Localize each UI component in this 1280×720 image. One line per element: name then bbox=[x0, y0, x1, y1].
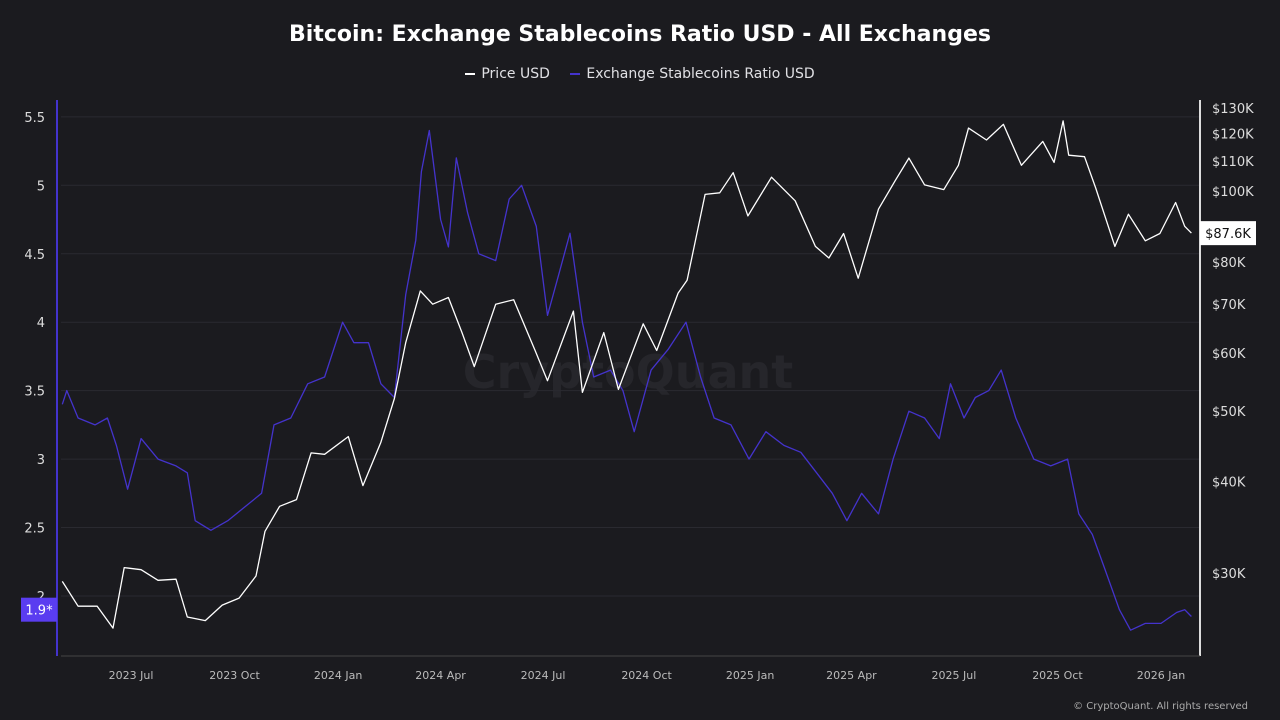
y-left-tick-label: 2.5 bbox=[24, 522, 45, 537]
y-left-tick-label: 5.5 bbox=[24, 111, 45, 126]
y-left-tick-label: 3 bbox=[37, 453, 45, 468]
x-tick-label: 2023 Oct bbox=[209, 669, 260, 682]
x-tick-label: 2026 Jan bbox=[1137, 669, 1185, 682]
current-price-badge bbox=[1200, 221, 1256, 246]
x-tick-label: 2024 Oct bbox=[621, 669, 672, 682]
y-right-tick-label: $60K bbox=[1212, 347, 1246, 362]
chart-title: Bitcoin: Exchange Stablecoins Ratio USD … bbox=[289, 22, 991, 47]
watermark: CryptoQuant bbox=[463, 345, 794, 399]
y-right-tick-label: $130K bbox=[1212, 102, 1254, 117]
legend: Price USD Exchange Stablecoins Ratio USD bbox=[0, 63, 1280, 82]
series-line-price bbox=[61, 120, 1192, 629]
y-left-tick-label: 2 bbox=[37, 590, 45, 605]
y-right-tick-label: $110K bbox=[1212, 155, 1254, 170]
x-tick-label: 2025 Apr bbox=[826, 669, 877, 682]
x-tick-label: 2024 Apr bbox=[415, 669, 466, 682]
copyright-footer: © CryptoQuant. All rights reserved bbox=[1073, 701, 1248, 712]
legend-swatch-price bbox=[465, 73, 476, 75]
legend-swatch-ratio bbox=[570, 73, 581, 75]
y-right-tick-label: $40K bbox=[1212, 476, 1246, 491]
y-left-tick-label: 5 bbox=[37, 179, 45, 194]
x-tick-label: 2024 Jul bbox=[521, 669, 566, 682]
y-right-tick-label: $50K bbox=[1212, 405, 1246, 420]
y-right-tick-label: $80K bbox=[1212, 256, 1246, 271]
y-right-tick-label: $70K bbox=[1212, 298, 1246, 313]
y-left-tick-label: 3.5 bbox=[24, 385, 45, 400]
legend-label-ratio: Exchange Stablecoins Ratio USD bbox=[586, 66, 815, 82]
y-left-tick-label: 4.5 bbox=[24, 248, 45, 263]
y-right-tick-label: $100K bbox=[1212, 185, 1254, 200]
legend-label-price: Price USD bbox=[481, 66, 550, 82]
legend-item-price[interactable]: Price USD bbox=[465, 66, 550, 82]
current-price-label: $87.6K bbox=[1205, 227, 1251, 242]
x-tick-label: 2023 Jul bbox=[109, 669, 154, 682]
current-ratio-label: 1.9* bbox=[25, 604, 53, 619]
current-ratio-badge bbox=[21, 597, 57, 622]
x-tick-label: 2025 Jul bbox=[932, 669, 977, 682]
x-tick-label: 2024 Jan bbox=[314, 669, 362, 682]
y-right-tick-label: $120K bbox=[1212, 127, 1254, 142]
legend-item-ratio[interactable]: Exchange Stablecoins Ratio USD bbox=[570, 66, 815, 82]
x-tick-label: 2025 Jan bbox=[726, 669, 774, 682]
y-left-tick-label: 4 bbox=[37, 316, 45, 331]
y-right-tick-label: $30K bbox=[1212, 567, 1246, 582]
x-tick-label: 2025 Oct bbox=[1032, 669, 1083, 682]
series-line-stablecoins-ratio bbox=[61, 129, 1192, 631]
